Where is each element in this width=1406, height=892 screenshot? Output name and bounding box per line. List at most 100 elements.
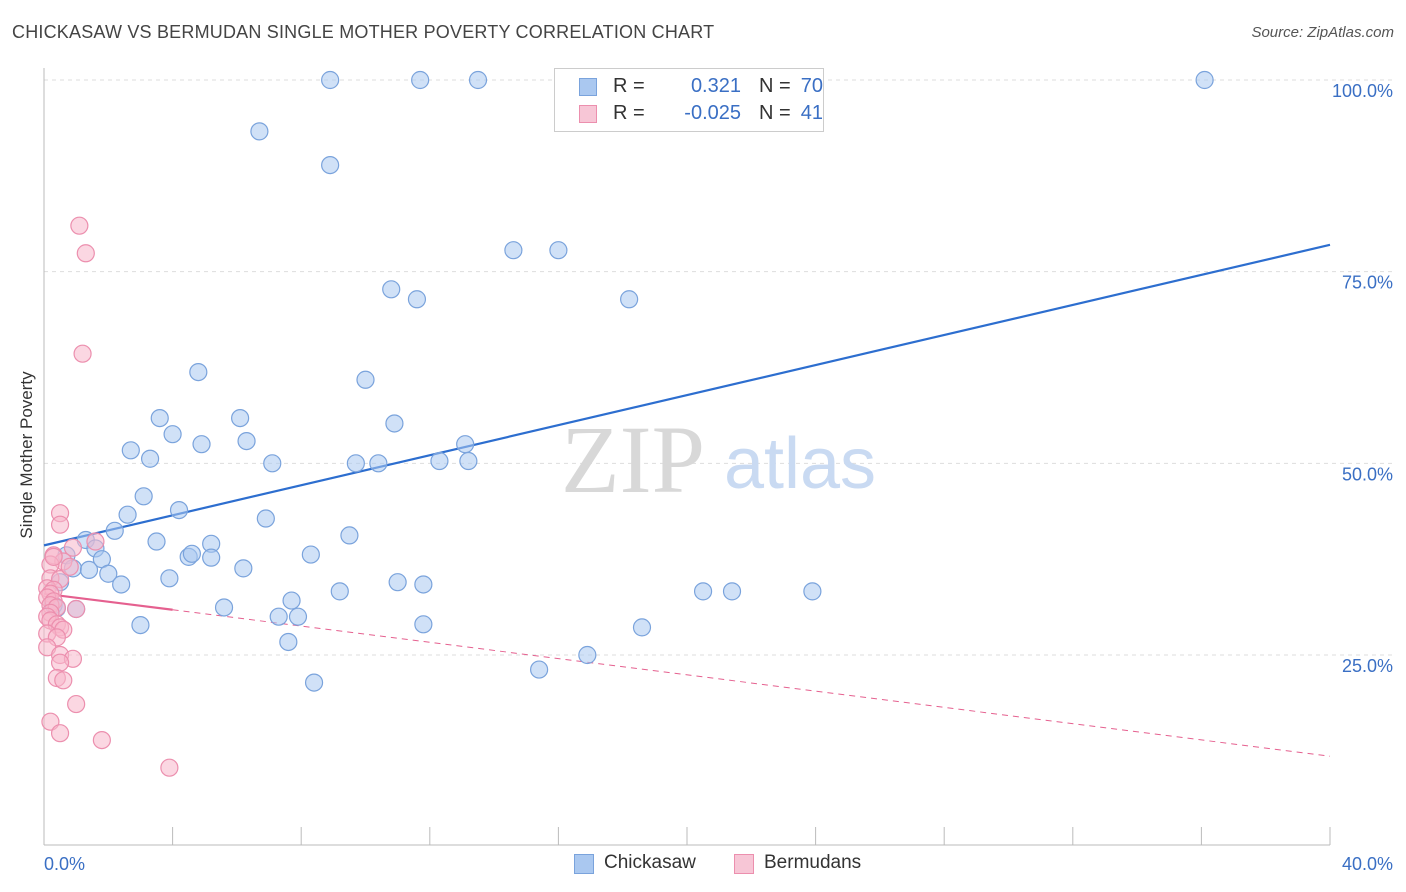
chart-title: CHICKASAW VS BERMUDAN SINGLE MOTHER POVE… [12,22,715,42]
chickasaw-point [722,582,742,601]
chickasaw-point [549,241,568,260]
y-tick-label: 75.0% [1342,273,1393,293]
chickasaw-point [301,545,320,564]
chickasaw-point [1195,70,1214,90]
chickasaw-point [263,454,282,473]
chickasaw-point [340,526,359,545]
y-tick-label: 25.0% [1342,656,1393,676]
chickasaw-point [189,363,208,382]
bermudans-swatch [734,854,754,874]
watermark-zip: ZIP [561,406,705,513]
chickasaw-point [620,290,639,309]
bermudans-point [50,515,70,534]
watermark-atlas: atlas [724,424,876,504]
chickasaw-point [192,435,211,454]
chickasaw-point [632,618,652,637]
bottom-legend-label: Bermudans [764,852,862,873]
chickasaw-point [169,501,189,520]
chickasaw-point [459,451,478,471]
chickasaw-point [414,615,433,634]
bermudans-point [50,653,70,672]
chickasaw-point [356,370,375,389]
bermudans-point [67,694,86,714]
chickasaw-point [234,559,253,578]
r-value: 0.321 [690,75,741,97]
n-value: 70 [800,75,823,97]
chickasaw-point [578,645,597,665]
chickasaw-point [330,582,349,601]
chickasaw-point [414,575,433,594]
chickasaw-point [237,432,256,451]
chickasaw-point [407,290,427,309]
chickasaw-point [79,560,99,580]
chart-source: Source: ZipAtlas.com [1251,24,1394,41]
chickasaw-point [282,591,301,610]
n-value: 41 [800,102,823,124]
bermudans-trend-line-dashed [172,609,1331,757]
chickasaw-point [504,241,523,260]
bermudans-point [63,538,83,557]
bottom-legend-label: Chickasaw [604,852,696,873]
bermudans-point [50,724,70,743]
chickasaw-swatch [574,854,594,874]
chickasaw-point [304,673,324,692]
chickasaw-point [321,156,340,175]
chickasaw-point [803,582,822,601]
r-label: R = [613,102,645,124]
chickasaw-point [231,409,250,428]
chickasaw-point [202,548,221,567]
bermudans-point [44,547,63,566]
bermudans-point [54,671,73,690]
chickasaw-point [182,544,201,563]
bermudans-point [92,730,111,750]
chickasaw-point [269,607,288,626]
chickasaw-point [693,582,713,601]
chickasaw-point [256,509,275,528]
bermudans-point [70,216,89,235]
chickasaw-point [456,435,475,454]
chickasaw-trend-line [43,243,1331,547]
axis-labels: 25.0% 50.0% 75.0% 100.0% 0.0% 40.0% Single Mot… [17,81,1393,874]
chickasaw-point [430,451,449,471]
chickasaw-point [388,573,407,592]
chickasaw-point [160,569,179,588]
chickasaw-point [411,70,430,90]
bermudans-point [160,758,179,777]
chickasaw-point [288,607,308,626]
chickasaw-point [468,70,488,90]
y-tick-label: 50.0% [1342,464,1393,484]
chickasaw-point [369,454,388,473]
chickasaw-point [346,454,365,473]
chickasaw-point [99,564,118,583]
r-label: R = [613,75,645,97]
watermark: ZIP atlas [561,406,876,513]
r-value: -0.025 [684,102,741,124]
x-tick-label: 0.0% [44,854,85,874]
chickasaw-point [105,521,124,540]
chickasaw-point [214,598,234,617]
bermudans-point [60,557,79,576]
chickasaw-point [250,122,269,141]
chickasaw-point [382,280,401,299]
chickasaw-point [530,660,549,679]
bermudans-point [73,344,92,363]
bermudans-point [76,244,95,263]
chickasaw-point [121,441,140,460]
correlation-legend: R = 0.321 N = 70 R = -0.025 N = 41 [554,68,824,132]
x-tick-label: 40.0% [1342,854,1393,874]
chickasaw-point [140,449,160,468]
chickasaw-point [118,505,137,524]
y-axis-title: Single Mother Poverty [17,371,36,539]
chickasaw-swatch [579,78,597,96]
y-tick-label: 100.0% [1332,81,1393,101]
chickasaw-point [147,532,166,551]
chickasaw-point [321,70,340,90]
chickasaw-point [163,425,182,444]
n-label: N = [759,75,791,97]
bermudans-trend-line [43,592,173,611]
chickasaw-point [150,409,169,428]
chickasaw-point [131,615,150,635]
chickasaw-point [134,487,153,506]
n-label: N = [759,102,791,124]
